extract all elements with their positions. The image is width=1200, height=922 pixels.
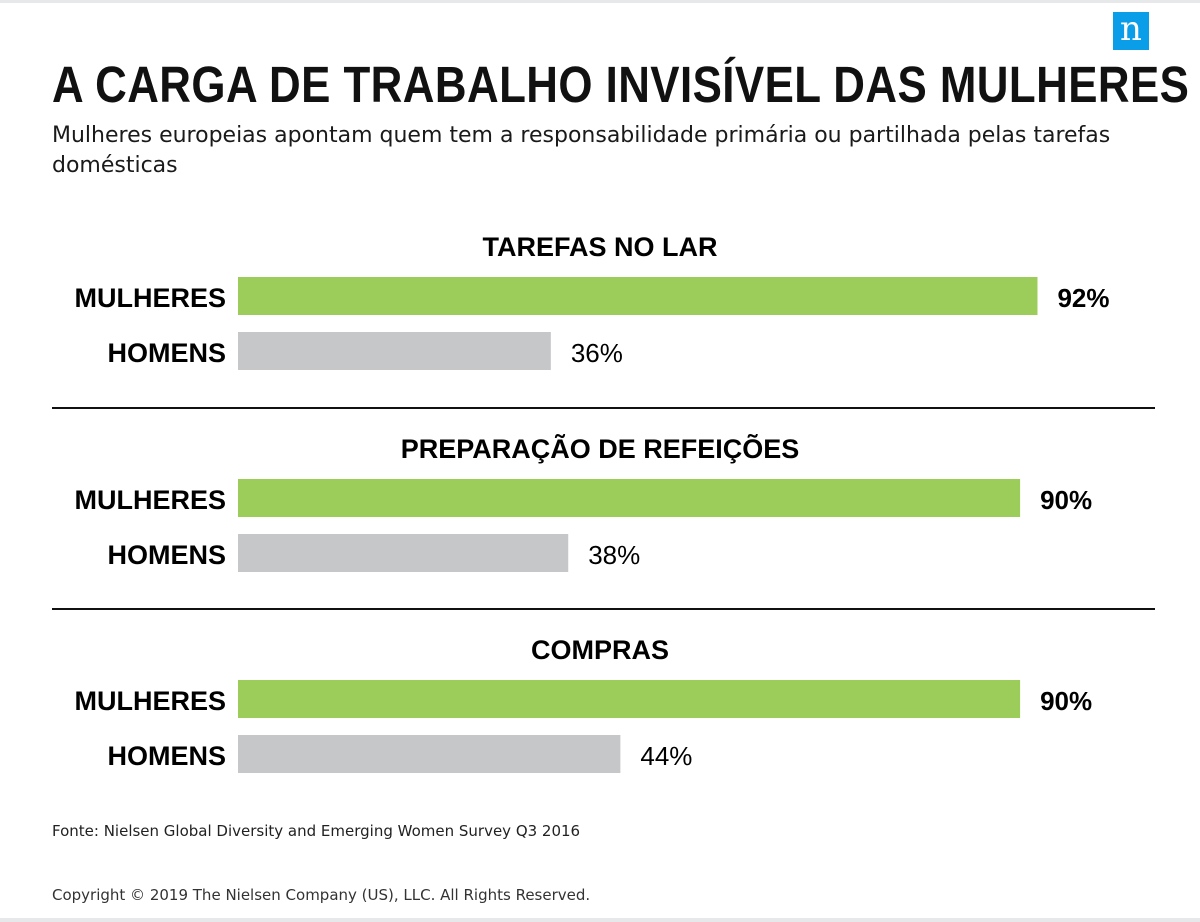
bar-mulheres xyxy=(238,680,1021,718)
data-label: 36% xyxy=(571,338,623,368)
data-label: 44% xyxy=(640,741,692,771)
page-subtitle: Mulheres europeias apontam quem tem a re… xyxy=(52,123,1111,178)
bottom-rule xyxy=(0,918,1200,922)
bar-homens xyxy=(238,332,551,370)
nielsen-logo: n xyxy=(1113,12,1149,50)
data-label: 38% xyxy=(588,540,640,570)
bar-homens xyxy=(238,534,569,572)
category-label: HOMENS xyxy=(107,338,226,368)
section-title: TAREFAS NO LAR xyxy=(483,232,718,262)
category-label: MULHERES xyxy=(74,686,226,716)
category-label: HOMENS xyxy=(107,540,226,570)
section-title: PREPARAÇÃO DE REFEIÇÕES xyxy=(401,433,800,464)
bar-mulheres xyxy=(238,277,1038,315)
data-label: 90% xyxy=(1040,485,1092,515)
category-label: HOMENS xyxy=(107,741,226,771)
top-rule xyxy=(0,0,1200,3)
bar-mulheres xyxy=(238,479,1021,517)
data-label: 90% xyxy=(1040,686,1092,716)
data-label: 92% xyxy=(1057,283,1109,313)
copyright-note: Copyright © 2019 The Nielsen Company (US… xyxy=(52,886,591,904)
bar-homens xyxy=(238,735,621,773)
category-label: MULHERES xyxy=(74,283,226,313)
section-title: COMPRAS xyxy=(531,635,669,665)
source-note: Fonte: Nielsen Global Diversity and Emer… xyxy=(52,822,581,840)
category-label: MULHERES xyxy=(74,485,226,515)
